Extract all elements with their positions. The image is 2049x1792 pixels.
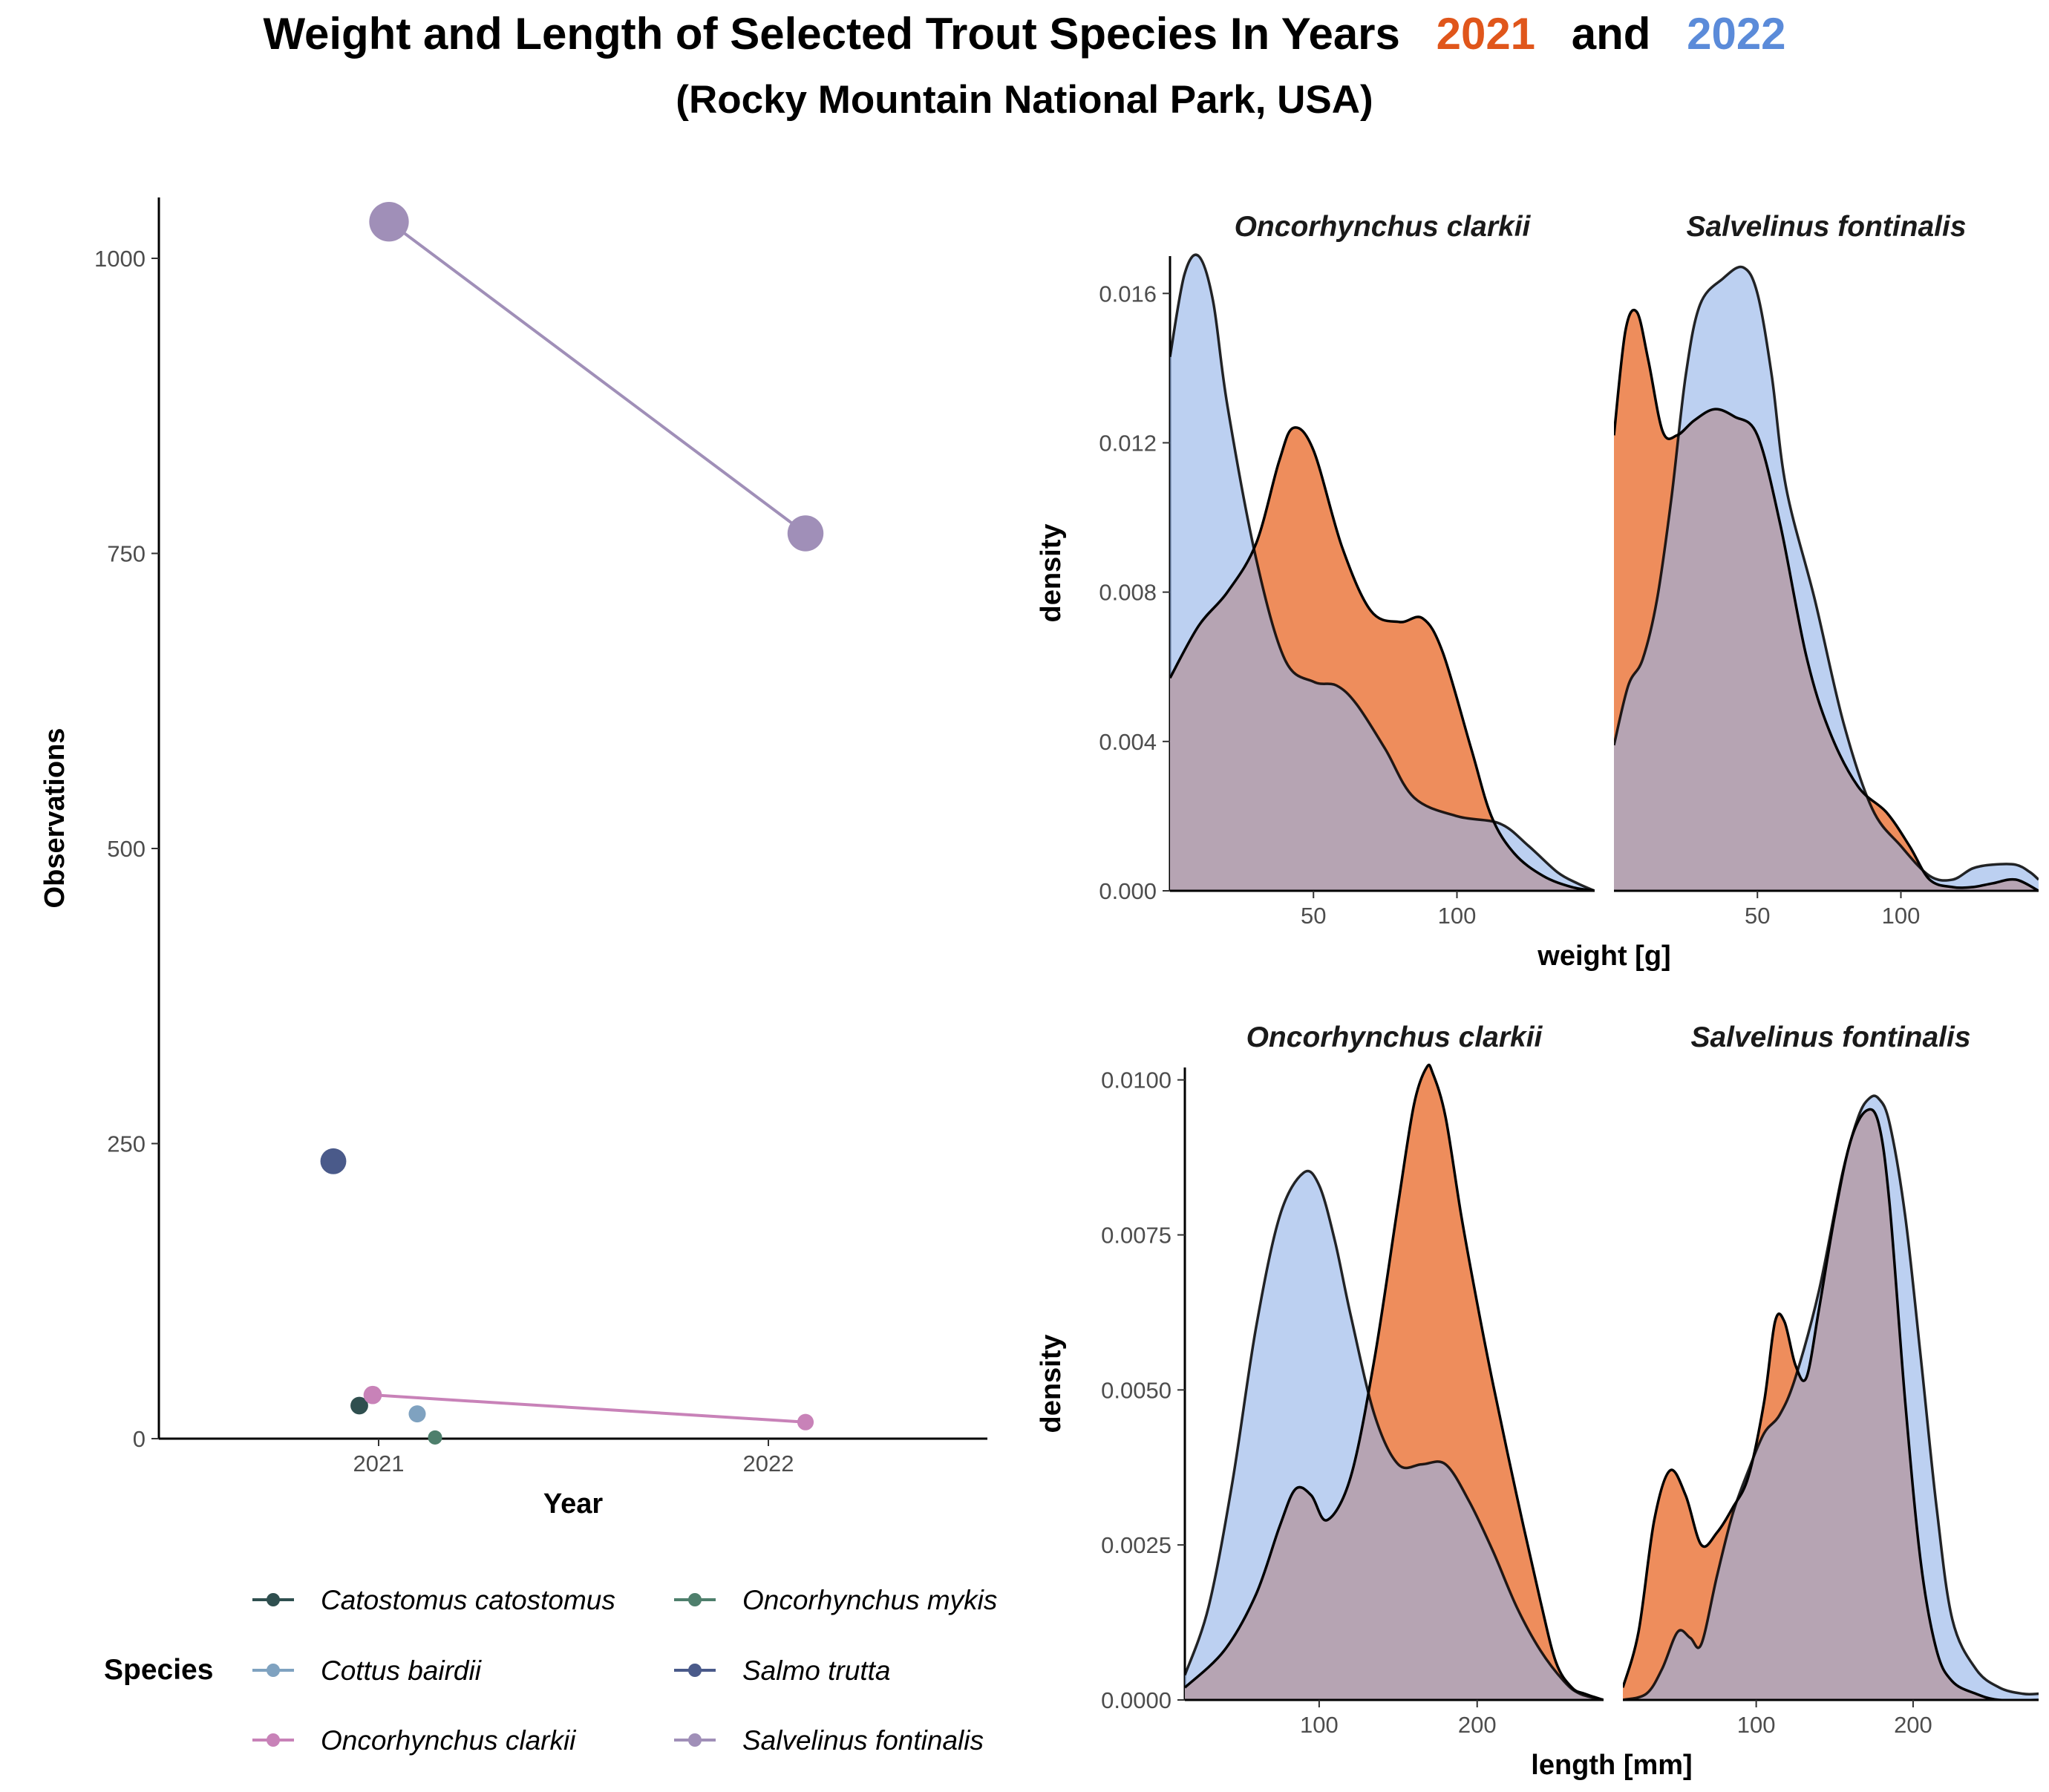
legend-key-point [688, 1593, 702, 1606]
facet-title: Oncorhynchus clarkii [1246, 1021, 1543, 1053]
density-line-2022 [1185, 1169, 1604, 1700]
title-year-2022: 2022 [1687, 9, 1785, 59]
title-year-2021: 2021 [1437, 9, 1535, 59]
obs-series-line [372, 1393, 806, 1424]
density-y-axis-title: density [1036, 523, 1067, 622]
legend-label: Cottus bairdii [321, 1655, 483, 1686]
density-line-2021 [1623, 1108, 2039, 1700]
facet-title: Oncorhynchus clarkii [1235, 211, 1532, 243]
obs-x-tick-label: 2021 [353, 1451, 405, 1477]
legend-key-point [688, 1733, 702, 1747]
density-x-tick-label: 100 [1300, 1712, 1339, 1738]
obs-x-tick-label: 2022 [743, 1451, 794, 1477]
obs-point [797, 1413, 814, 1430]
obs-point [787, 515, 824, 552]
legend-item: Salmo trutta [674, 1655, 890, 1686]
density-line-2021 [1185, 1063, 1604, 1700]
density-line-2021 [1614, 308, 2039, 891]
density-y-tick-label: 0.0025 [1101, 1532, 1171, 1558]
density-line-2022 [1170, 253, 1595, 891]
title-prefix: Weight and Length of Selected Trout Spec… [263, 9, 1399, 59]
legend-label: Salmo trutta [742, 1655, 890, 1686]
legend-key-point [688, 1664, 702, 1677]
legend-label: Salvelinus fontinalis [742, 1725, 984, 1756]
density-facet [1623, 1094, 2039, 1700]
legend-key-point [267, 1664, 280, 1677]
density-x-tick-label: 100 [1882, 903, 1921, 929]
density-x-tick-label: 50 [1301, 903, 1326, 929]
density-x-axis-title: length [mm] [1531, 1750, 1692, 1781]
legend-title: Species [104, 1654, 213, 1686]
density-line-2022 [1614, 265, 2039, 882]
legend-label: Catostomus catostomus [321, 1585, 615, 1615]
obs-y-tick-label: 750 [107, 541, 146, 567]
length-density-panel: 0.0000 0.0025 0.0050 0.0075 0.0100 density 100… [1036, 1021, 2039, 1781]
legend-item: Cottus bairdii [252, 1655, 483, 1686]
density-line-2022 [1623, 1094, 2039, 1700]
density-y-tick-label: 0.004 [1099, 729, 1157, 755]
facet-title: Salvelinus fontinalis [1690, 1021, 1970, 1053]
density-facet [1185, 1063, 1604, 1700]
density-facet [1614, 265, 2039, 891]
density-x-tick-label: 200 [1458, 1712, 1497, 1738]
obs-y-tick-label: 500 [107, 836, 146, 862]
weight-density-panel: 0.000 0.004 0.008 0.012 0.016 density 50 100 Onc… [1036, 211, 2039, 972]
legend-key-point [267, 1733, 280, 1747]
obs-series-line [388, 220, 807, 535]
density-x-tick-label: 100 [1737, 1712, 1776, 1738]
obs-point [350, 1396, 368, 1415]
obs-point [369, 202, 409, 242]
density-x-tick-label: 200 [1894, 1712, 1932, 1738]
density-y-tick-label: 0.000 [1099, 878, 1157, 904]
density-y-axis-title: density [1036, 1334, 1067, 1433]
obs-x-axis-title: Year [543, 1488, 604, 1520]
title-line1: Weight and Length of Selected Trout Spec… [263, 9, 1785, 59]
density-y-tick-label: 0.0100 [1101, 1067, 1171, 1093]
legend-label: Oncorhynchus clarkii [321, 1725, 577, 1756]
legend-item: Oncorhynchus clarkii [252, 1725, 577, 1756]
density-area-2022 [1614, 266, 2039, 891]
obs-point [428, 1430, 442, 1445]
density-y-tick-label: 0.0000 [1101, 1687, 1171, 1713]
legend-item: Salvelinus fontinalis [674, 1725, 984, 1756]
obs-y-tick-label: 0 [133, 1426, 146, 1452]
density-facet [1170, 253, 1595, 891]
legend-item: Catostomus catostomus [252, 1585, 615, 1615]
title-connector: and [1572, 9, 1651, 59]
legend-key-point [267, 1593, 280, 1606]
density-y-tick-label: 0.016 [1099, 281, 1157, 307]
density-line-2021 [1170, 426, 1595, 891]
density-x-tick-label: 100 [1438, 903, 1477, 929]
density-y-tick-label: 0.0075 [1101, 1223, 1171, 1249]
density-area-2022 [1623, 1096, 2039, 1700]
density-x-axis-title: weight [g] [1537, 941, 1670, 972]
obs-y-tick-label: 1000 [94, 246, 146, 272]
density-y-tick-label: 0.0050 [1101, 1377, 1171, 1403]
density-area-2022 [1170, 255, 1595, 891]
density-y-tick-label: 0.012 [1099, 430, 1157, 456]
legend-item: Oncorhynchus mykis [674, 1585, 997, 1615]
legend: Species Catostomus catostomus Oncorhynchus… [104, 1585, 997, 1756]
density-x-tick-label: 50 [1745, 903, 1770, 929]
obs-point [320, 1148, 347, 1174]
title-line2: (Rocky Mountain National Park, USA) [676, 78, 1373, 122]
facet-title: Salvelinus fontinalis [1686, 211, 1966, 243]
obs-point [363, 1385, 382, 1405]
obs-y-tick-label: 250 [107, 1131, 146, 1157]
density-y-tick-label: 0.008 [1099, 580, 1157, 606]
legend-label: Oncorhynchus mykis [742, 1585, 997, 1615]
observations-panel: 0 250 500 750 1000 2021 2022 Year Observations [39, 197, 987, 1520]
obs-y-axis-title: Observations [39, 728, 71, 909]
obs-point [408, 1405, 426, 1423]
